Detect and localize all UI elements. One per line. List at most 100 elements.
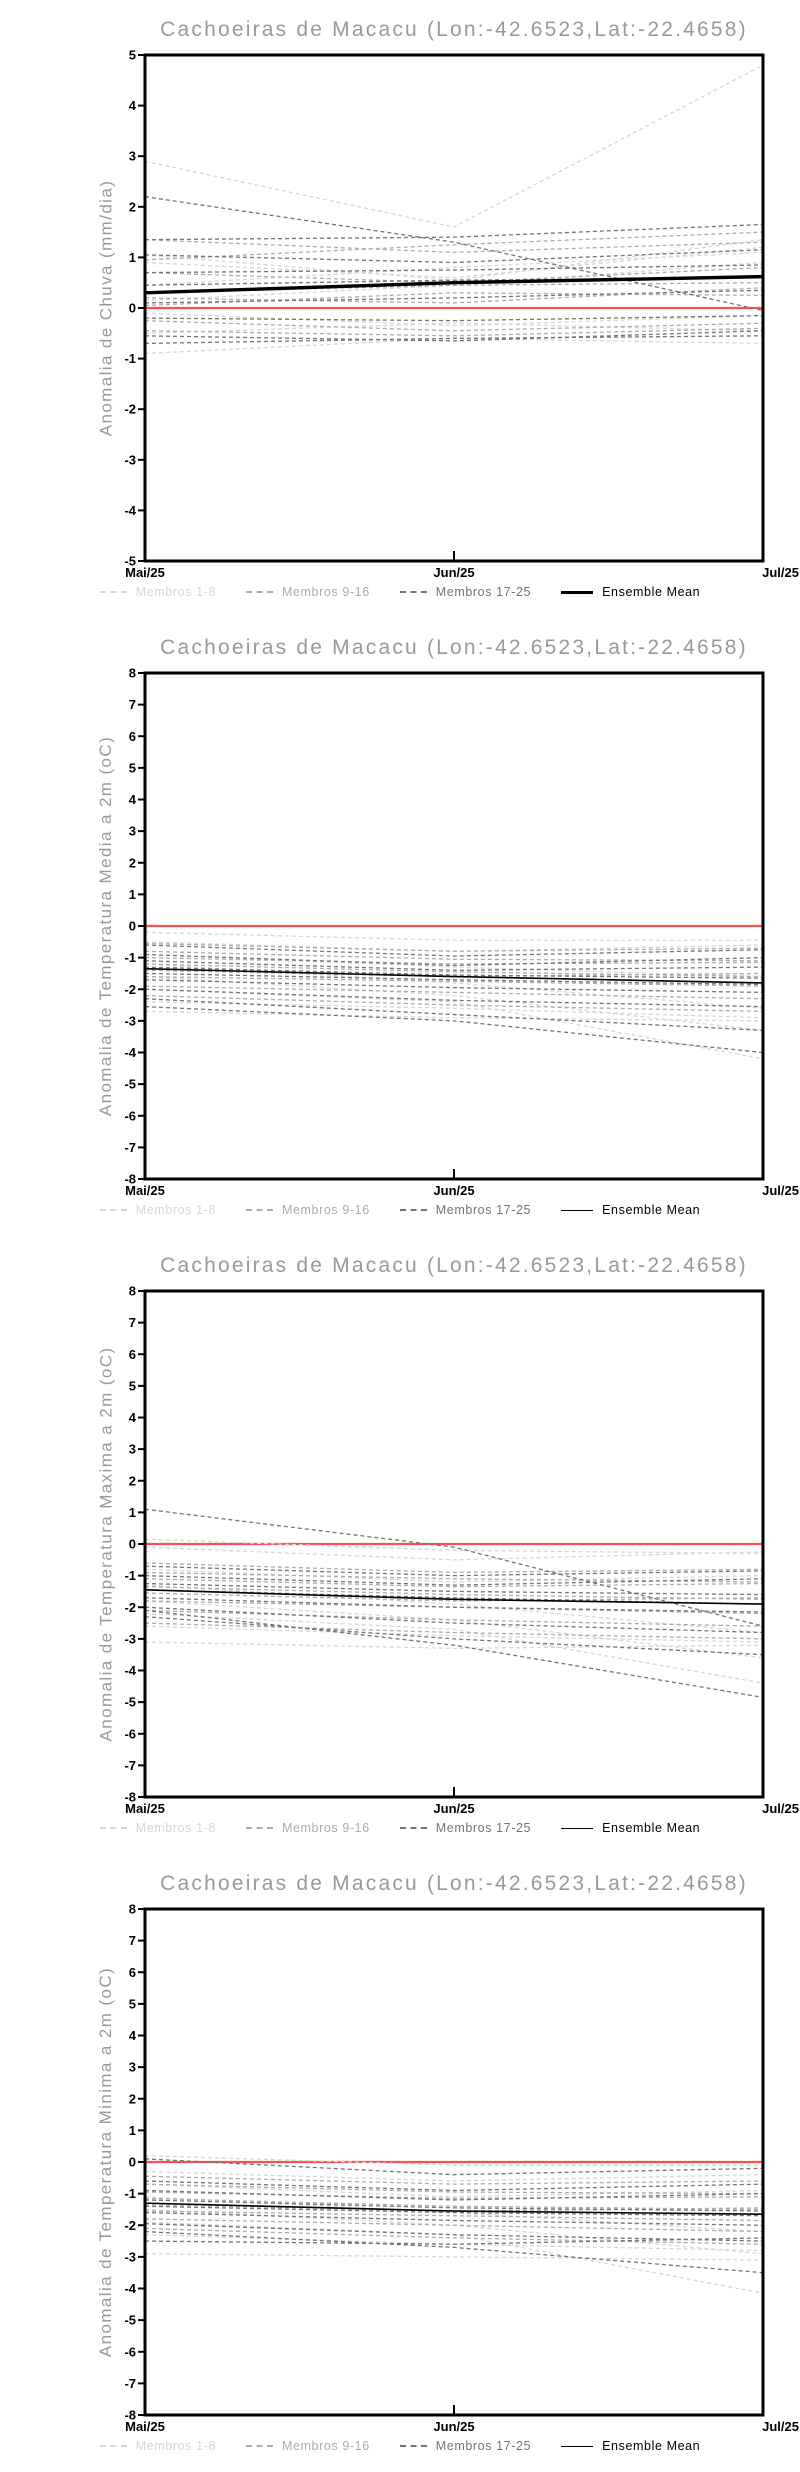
y-tick-label: -7: [124, 2376, 136, 2391]
legend-label: Ensemble Mean: [602, 585, 701, 599]
legend-sample: [99, 591, 127, 593]
ensemble-member-line: [144, 966, 764, 979]
x-tick-label: Jul/25: [762, 1801, 799, 1816]
ensemble-member-line: [144, 312, 764, 327]
ensemble-member-line: [144, 276, 764, 286]
legend: Membros 1-8 Membros 9-16 Membros 17-25 E…: [0, 1819, 800, 1837]
x-tick-label: Mai/25: [125, 1801, 165, 1816]
ensemble-member-line: [144, 2180, 764, 2192]
y-tick-label: 6: [129, 1965, 136, 1980]
x-tick-label: Jul/25: [762, 2419, 799, 2434]
ensemble-member-line: [144, 1616, 764, 1656]
legend-label: Membros 1-8: [135, 1821, 216, 1835]
legend-item: Ensemble Mean: [561, 1203, 700, 1217]
ensemble-member-line: [144, 322, 764, 334]
ensemble-member-line: [144, 2211, 764, 2226]
x-tick-label: Mai/25: [125, 565, 165, 580]
legend-item: Membros 1-8: [99, 1203, 216, 1217]
legend: Membros 1-8 Membros 9-16 Membros 17-25 E…: [0, 2437, 800, 2455]
y-tick-label: 3: [129, 2060, 136, 2075]
legend-item: Membros 17-25: [399, 1821, 532, 1835]
chart-title: Cachoeiras de Macacu (Lon:-42.6523,Lat:-…: [160, 636, 748, 659]
x-tick-label: Mai/25: [125, 1183, 165, 1198]
y-tick-label: 4: [129, 792, 137, 807]
legend-sample: [561, 590, 594, 594]
y-tick-label: 1: [129, 2123, 136, 2138]
y-tick-label: 3: [129, 824, 136, 839]
ensemble-member-line: [144, 239, 764, 253]
ensemble-member-line: [144, 330, 764, 342]
y-tick-label: -8: [124, 1172, 136, 1187]
legend-sample: [561, 2445, 594, 2447]
legend-item: Ensemble Mean: [561, 1821, 700, 1835]
ensemble-member-line: [144, 1606, 764, 1634]
legend-item: Membros 9-16: [245, 585, 370, 599]
ensemble-member-line: [144, 2230, 764, 2274]
rain-anomaly-chart: Cachoeiras de Macacu (Lon:-42.6523,Lat:-…: [0, 0, 800, 618]
ensemble-member-line: [144, 1612, 764, 1684]
y-tick-label: -6: [124, 2344, 136, 2359]
legend-label: Membros 17-25: [435, 1821, 532, 1835]
y-tick-label: -4: [124, 2281, 136, 2296]
legend-sample: [245, 2445, 273, 2447]
y-tick-label: -2: [124, 1600, 136, 1615]
y-tick-label: -8: [124, 2408, 136, 2423]
legend-sample: [245, 1209, 273, 1211]
ensemble-member-line: [144, 1538, 764, 1555]
legend-item: Ensemble Mean: [561, 585, 700, 599]
ensemble-member-line: [144, 1625, 764, 1643]
mean-temperature-anomaly-chart: Cachoeiras de Macacu (Lon:-42.6523,Lat:-…: [0, 618, 800, 1236]
y-tick-label: 2: [129, 2091, 136, 2106]
y-tick-label: 7: [129, 1315, 136, 1330]
legend-item: Membros 1-8: [99, 1821, 216, 1835]
y-tick-label: -8: [124, 1790, 136, 1805]
ensemble-mean-line: [144, 274, 764, 295]
legend-item: Membros 17-25: [399, 1203, 531, 1217]
legend-sample: [245, 1827, 273, 1829]
y-tick-label: 2: [129, 1473, 136, 1488]
ensemble-member-line: [144, 953, 764, 978]
ensemble-member-line: [144, 2155, 763, 2166]
y-tick-label: 2: [129, 199, 136, 214]
ensemble-member-line: [144, 64, 764, 228]
y-tick-label: -1: [124, 351, 136, 366]
y-tick-label: -2: [124, 402, 136, 417]
y-tick-label: 2: [129, 855, 136, 870]
y-tick-label: -5: [124, 1695, 136, 1710]
y-tick-label: -7: [124, 1140, 136, 1155]
ensemble-member-line: [144, 2183, 764, 2198]
y-tick-label: 1: [129, 1505, 136, 1520]
ensemble-member-line: [144, 1641, 764, 1650]
plot-border: [143, 671, 765, 1181]
ensemble-member-line: [144, 960, 764, 971]
chart-title: Cachoeiras de Macacu (Lon:-42.6523,Lat:-…: [160, 1254, 748, 1277]
y-tick-label: 0: [129, 1537, 136, 1552]
ensemble-member-line: [144, 2183, 764, 2195]
legend-sample: [399, 591, 427, 593]
y-tick-label: 0: [129, 2155, 136, 2170]
legend-label: Membros 9-16: [281, 1821, 370, 1835]
legend-item: Membros 17-25: [399, 585, 531, 599]
x-tick-label: Jun/25: [433, 2419, 474, 2434]
ensemble-member-line: [144, 246, 764, 279]
y-tick-label: -5: [124, 554, 136, 569]
ensemble-member-line: [144, 2158, 764, 2176]
y-tick-label: 8: [129, 1902, 136, 1917]
ensemble-member-line: [144, 2170, 764, 2182]
legend-sample: [399, 2445, 427, 2447]
ensemble-member-line: [144, 2227, 764, 2245]
y-tick-label: 0: [129, 919, 136, 934]
ensemble-member-line: [144, 956, 764, 965]
ensemble-member-line: [144, 994, 764, 1013]
y-tick-label: -5: [124, 1077, 136, 1092]
y-tick-label: -1: [124, 950, 136, 965]
ensemble-member-line: [144, 251, 764, 286]
x-tick-label: Jul/25: [762, 565, 799, 580]
plot-border: [143, 53, 765, 563]
y-tick-label: 7: [129, 697, 136, 712]
y-tick-label: 4: [129, 1410, 137, 1425]
legend-item: Membros 9-16: [245, 1203, 370, 1217]
legend-sample: [99, 2445, 127, 2447]
ensemble-member-line: [144, 1546, 764, 1561]
y-tick-label: -2: [124, 2218, 136, 2233]
